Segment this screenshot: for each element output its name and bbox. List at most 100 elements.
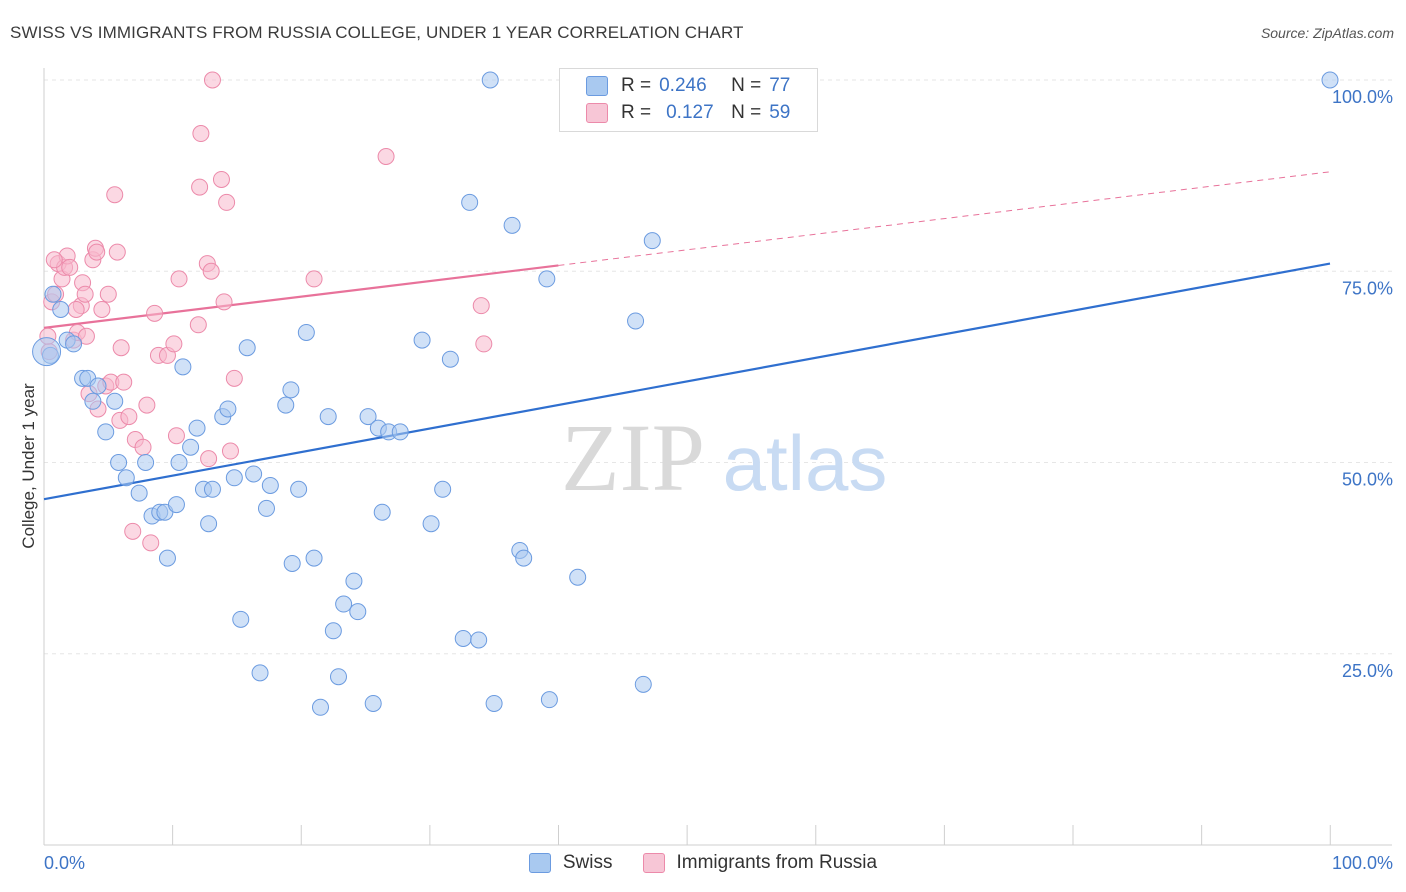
n-value: 59	[769, 102, 791, 123]
swiss-point	[137, 454, 155, 471]
swiss-point	[203, 480, 221, 498]
n-value: 77	[769, 75, 791, 96]
trend-lines	[43, 171, 1331, 501]
swiss-point	[634, 675, 652, 693]
swiss-point	[434, 480, 452, 498]
swiss-point	[200, 515, 218, 533]
watermark: ZIP atlas	[561, 404, 887, 511]
swiss-point	[219, 400, 237, 418]
y-tick-label: 75.0%	[1342, 278, 1393, 298]
chart-title: SWISS VS IMMIGRANTS FROM RUSSIA COLLEGE,…	[10, 23, 744, 42]
swiss-point	[364, 694, 382, 712]
russia-point	[67, 301, 85, 318]
russia-point	[472, 297, 490, 315]
swiss-point	[89, 377, 107, 395]
swiss-point	[1321, 71, 1339, 89]
swiss-point	[283, 554, 301, 572]
y-tick-labels: 25.0% 50.0% 75.0% 100.0%	[1332, 87, 1393, 681]
swiss-point	[225, 469, 243, 487]
swiss-trend-line	[43, 262, 1331, 501]
swiss-point	[413, 331, 431, 349]
swiss-point	[97, 423, 115, 441]
russia-point	[203, 71, 221, 89]
russia-point	[76, 285, 94, 303]
swiss-point	[110, 454, 128, 471]
swiss-point	[373, 503, 391, 521]
swiss-swatch	[528, 853, 551, 873]
axes	[43, 68, 1392, 846]
russia-point	[138, 396, 156, 414]
russia-point	[170, 270, 188, 288]
swiss-point	[174, 358, 192, 376]
swiss-point	[305, 549, 323, 567]
russia-point	[61, 258, 79, 276]
russia-point	[134, 438, 152, 456]
russia-point	[475, 335, 493, 353]
russia-point	[115, 373, 133, 391]
x-tick-label: 100.0%	[1332, 853, 1393, 873]
swiss-point	[538, 270, 556, 288]
y-axis-label: College, Under 1 year	[19, 383, 38, 549]
swiss-point	[503, 216, 521, 234]
legend-label-swiss: Swiss	[562, 852, 613, 873]
swiss-point	[422, 515, 440, 533]
russia-point	[377, 148, 395, 165]
legend-label-russia: Immigrants from Russia	[676, 852, 878, 873]
swiss-point	[257, 499, 275, 517]
swiss-point	[470, 631, 488, 649]
russia-point	[192, 125, 210, 143]
swiss-point	[290, 480, 308, 498]
x-tick-label: 0.0%	[44, 853, 85, 873]
swiss-point	[32, 337, 62, 367]
data-points	[32, 71, 1339, 716]
swiss-point	[170, 454, 188, 471]
swiss-point	[324, 622, 342, 640]
swiss-point	[232, 610, 250, 628]
swiss-point	[441, 350, 459, 368]
swiss-point	[345, 572, 363, 590]
russia-point	[112, 339, 130, 357]
russia-point	[45, 251, 63, 269]
russia-swatch	[642, 853, 665, 873]
swiss-point	[643, 232, 661, 250]
russia-point	[88, 243, 106, 261]
n-label: N =	[731, 102, 762, 123]
russia-point	[146, 304, 164, 322]
n-label: N =	[731, 75, 762, 96]
swiss-point	[454, 629, 472, 647]
y-tick-label: 25.0%	[1342, 661, 1393, 681]
russia-point	[305, 270, 323, 288]
swiss-point	[277, 396, 295, 414]
swiss-point	[627, 312, 645, 330]
russia-point	[212, 170, 230, 188]
swiss-point	[329, 668, 347, 686]
swiss-point	[311, 698, 329, 716]
swiss-point	[485, 694, 503, 712]
swiss-point	[391, 423, 409, 441]
swiss-point	[540, 691, 558, 709]
russia-point	[165, 335, 183, 353]
x-tick-labels: 0.0% 100.0%	[44, 853, 1393, 873]
swiss-point	[84, 392, 102, 410]
russia-point	[191, 178, 209, 196]
y-tick-label: 50.0%	[1342, 470, 1393, 490]
y-tick-label: 100.0%	[1332, 87, 1393, 107]
swiss-point	[261, 476, 279, 494]
legend-item-russia: Immigrants from Russia	[642, 852, 878, 874]
russia-point	[189, 316, 207, 334]
watermark-zip: ZIP	[561, 404, 705, 511]
legend-row-russia: R = 0.127 N = 59	[586, 100, 790, 126]
swiss-point	[569, 568, 587, 586]
r-label: R =	[621, 75, 652, 96]
swiss-point	[44, 285, 62, 303]
swiss-point	[282, 381, 300, 399]
russia-point	[120, 408, 138, 426]
russia-point	[215, 293, 233, 311]
swiss-point	[52, 301, 70, 318]
russia-point	[106, 186, 124, 204]
grid-lines	[44, 79, 1392, 655]
swiss-point	[297, 323, 315, 341]
source-label: Source: ZipAtlas.com	[1260, 25, 1394, 41]
swiss-point	[182, 438, 200, 456]
